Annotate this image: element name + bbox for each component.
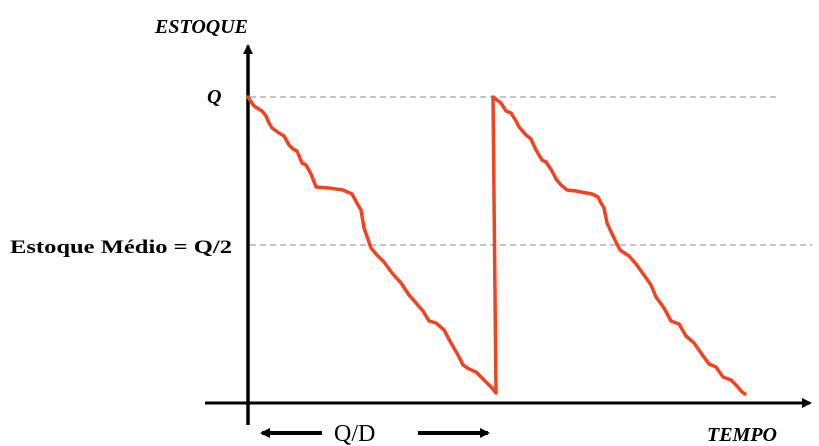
cycle-label: Q/D bbox=[334, 421, 375, 446]
y-axis-label: ESTOQUE bbox=[154, 16, 248, 38]
avg-level-label: Estoque Médio = Q/2 bbox=[10, 237, 232, 258]
inventory-line-cycle-1 bbox=[246, 95, 747, 396]
x-axis-label: TEMPO bbox=[707, 424, 777, 446]
q-level-label: Q bbox=[207, 86, 221, 108]
